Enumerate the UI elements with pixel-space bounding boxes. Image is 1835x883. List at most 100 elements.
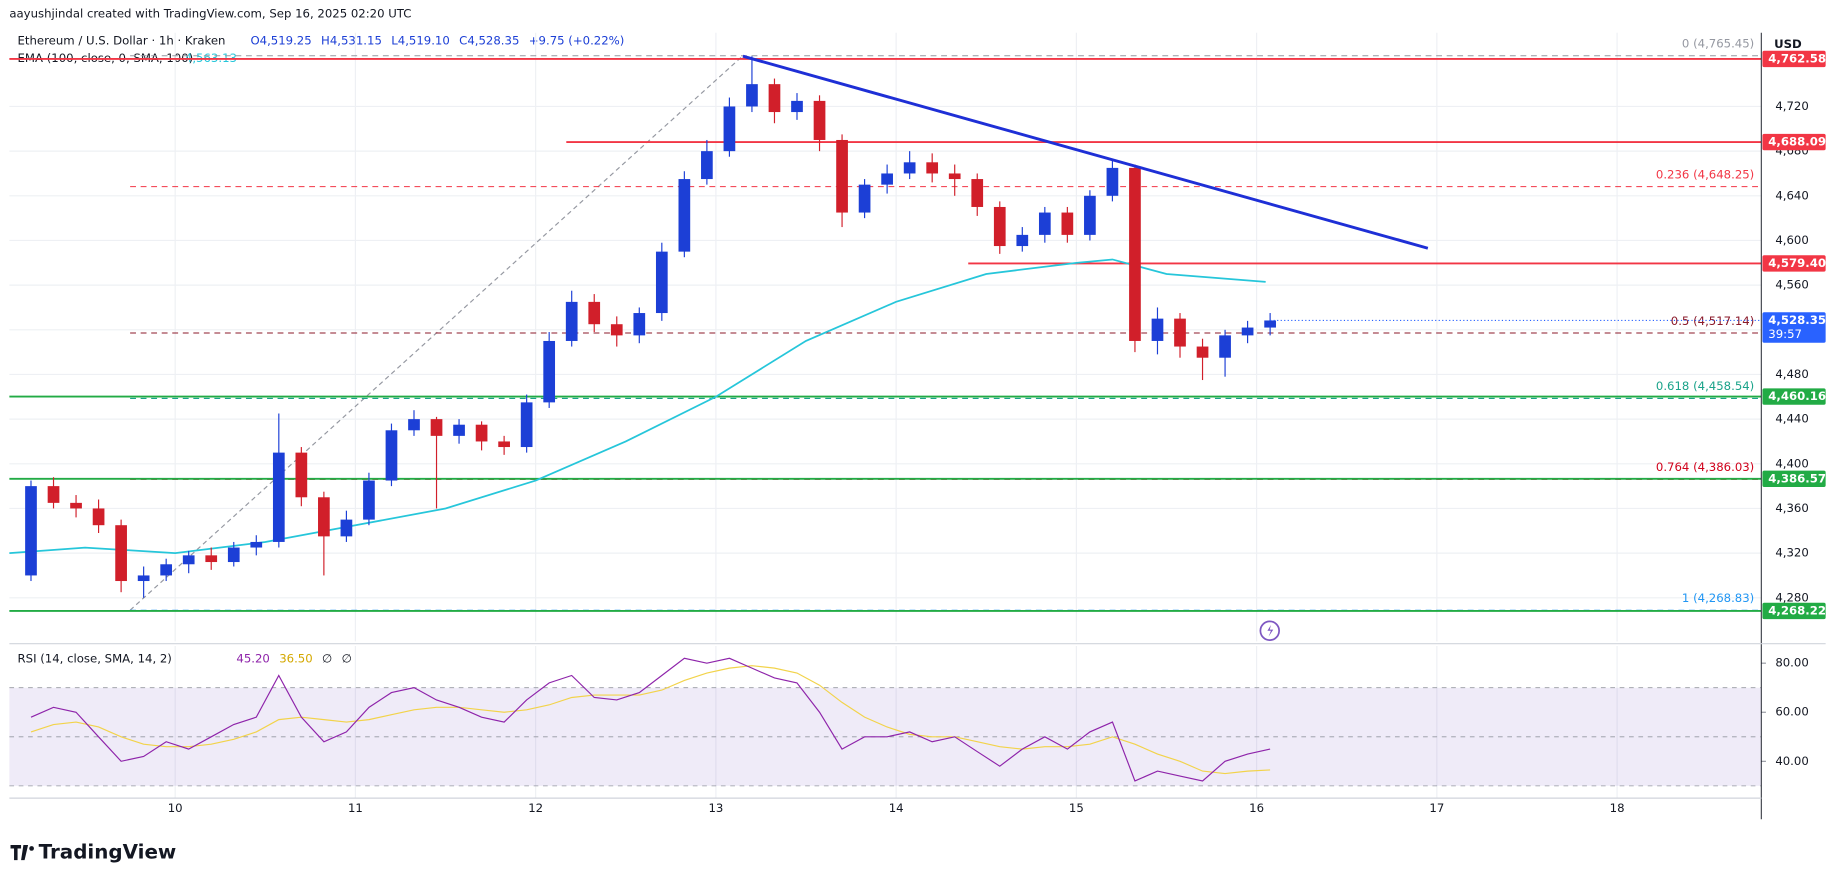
price-badge	[1762, 388, 1826, 405]
price-badge	[1762, 133, 1826, 151]
candle-body	[948, 173, 961, 180]
ohlc-value: L4,519.10	[391, 33, 450, 47]
candle-body	[272, 452, 285, 542]
candle-body	[543, 340, 556, 403]
candle-body	[610, 324, 623, 336]
y-tick-label: 4,640	[1775, 188, 1808, 202]
candle-body	[92, 508, 105, 526]
candle-body	[475, 424, 488, 442]
price-badge-label: 4,762.58	[1768, 51, 1826, 65]
candle-body	[408, 419, 420, 431]
candle-body	[182, 555, 195, 565]
candle-body	[1219, 335, 1231, 358]
candle-body	[1038, 212, 1051, 235]
rsi-value: ∅	[342, 651, 352, 665]
rsi-tick-label: 40.00	[1775, 754, 1808, 768]
candle-body	[813, 100, 826, 140]
y-tick-label: 4,560	[1775, 278, 1808, 292]
ohlc-value: H4,531.15	[321, 33, 382, 47]
candle-body	[498, 441, 510, 448]
y-tick-label: 4,600	[1775, 233, 1808, 247]
candle-body	[205, 555, 218, 563]
candle-body	[115, 525, 127, 582]
candle-body	[340, 519, 353, 537]
candle-body	[70, 502, 82, 509]
x-tick-label: 17	[1429, 801, 1444, 815]
candle-body	[903, 162, 916, 174]
candle-body	[453, 424, 465, 436]
price-badge-label: 4,386.57	[1768, 471, 1826, 485]
candle-body	[160, 564, 173, 576]
logo	[10, 844, 34, 861]
candle-body	[723, 106, 736, 152]
x-tick-label: 18	[1610, 801, 1625, 815]
y-tick-label: 4,400	[1775, 456, 1808, 470]
rsi-tick-label: 80.00	[1775, 656, 1808, 670]
attribution: aayushjindal created with TradingView.co…	[9, 7, 411, 21]
fib-label: 1 (4,268.83)	[1682, 591, 1754, 605]
x-tick-label: 14	[889, 801, 904, 815]
rsi-tick-label: 60.00	[1775, 705, 1808, 719]
candle-body	[993, 206, 1006, 247]
price-badge-label: 4,688.09	[1768, 135, 1826, 149]
candle-body	[678, 179, 691, 252]
candle-body	[565, 301, 578, 341]
price-badge	[1762, 50, 1826, 68]
x-tick-label: 11	[348, 801, 363, 815]
price-badge	[1762, 255, 1826, 272]
candle-body	[1151, 318, 1164, 341]
rsi-value: 45.20	[236, 651, 269, 665]
candle-body	[1196, 346, 1209, 358]
rsi-legend: RSI (14, close, SMA, 14, 2)	[18, 651, 172, 665]
candle-body	[971, 179, 984, 207]
price-badge	[1762, 470, 1826, 487]
rsi-value: ∅	[322, 651, 332, 665]
candle-body	[1264, 320, 1276, 328]
price-badge-label: 4,528.35	[1768, 313, 1826, 327]
ohlc-value: C4,528.35	[459, 33, 519, 47]
candle-body	[746, 84, 758, 107]
candle-body	[836, 139, 848, 213]
candle-body	[1174, 318, 1186, 347]
candle-body	[430, 419, 443, 436]
candle-body	[318, 497, 330, 537]
symbol: Ethereum / U.S. Dollar · 1h · Kraken	[18, 33, 226, 47]
y-tick-label: 4,440	[1775, 412, 1808, 426]
candle-body	[1129, 167, 1141, 341]
candle-body	[227, 547, 240, 563]
candle-body	[250, 541, 263, 548]
candle-body	[363, 480, 375, 520]
fib-label: 0.236 (4,648.25)	[1656, 167, 1754, 181]
y-tick-label: 4,360	[1775, 501, 1808, 515]
footer-logo: TradingView	[39, 841, 177, 864]
fib-label: 0.618 (4,458.54)	[1656, 379, 1754, 393]
candle-body	[1241, 327, 1254, 336]
candle-body	[1106, 167, 1119, 196]
y-tick-label: 4,480	[1775, 367, 1808, 381]
candle-body	[520, 402, 533, 448]
candle-body	[25, 486, 37, 576]
candle-body	[791, 100, 803, 113]
rsi-value: 36.50	[279, 651, 312, 665]
rsi-line	[30, 657, 1271, 782]
x-tick-label: 13	[708, 801, 723, 815]
x-tick-label: 16	[1249, 801, 1264, 815]
fib-label: 0 (4,765.45)	[1682, 37, 1754, 51]
countdown: 39:57	[1768, 327, 1802, 341]
candle-body	[295, 452, 308, 498]
y-tick-label: 4,320	[1775, 546, 1808, 560]
candle-body	[385, 430, 398, 481]
ohlc-value: +9.75 (+0.22%)	[529, 33, 625, 47]
candle-body	[1061, 212, 1074, 235]
candle-body	[137, 575, 150, 582]
x-tick-label: 15	[1069, 801, 1084, 815]
price-badge	[1762, 312, 1826, 343]
currency: USD	[1774, 37, 1802, 51]
price-badge-label: 4,579.40	[1768, 256, 1826, 270]
x-tick-label: 10	[168, 801, 183, 815]
candle-body	[655, 251, 668, 314]
y-tick-label: 4,280	[1775, 590, 1808, 604]
price-badge-label: 4,460.16	[1768, 389, 1826, 403]
candle-body	[1084, 195, 1096, 235]
